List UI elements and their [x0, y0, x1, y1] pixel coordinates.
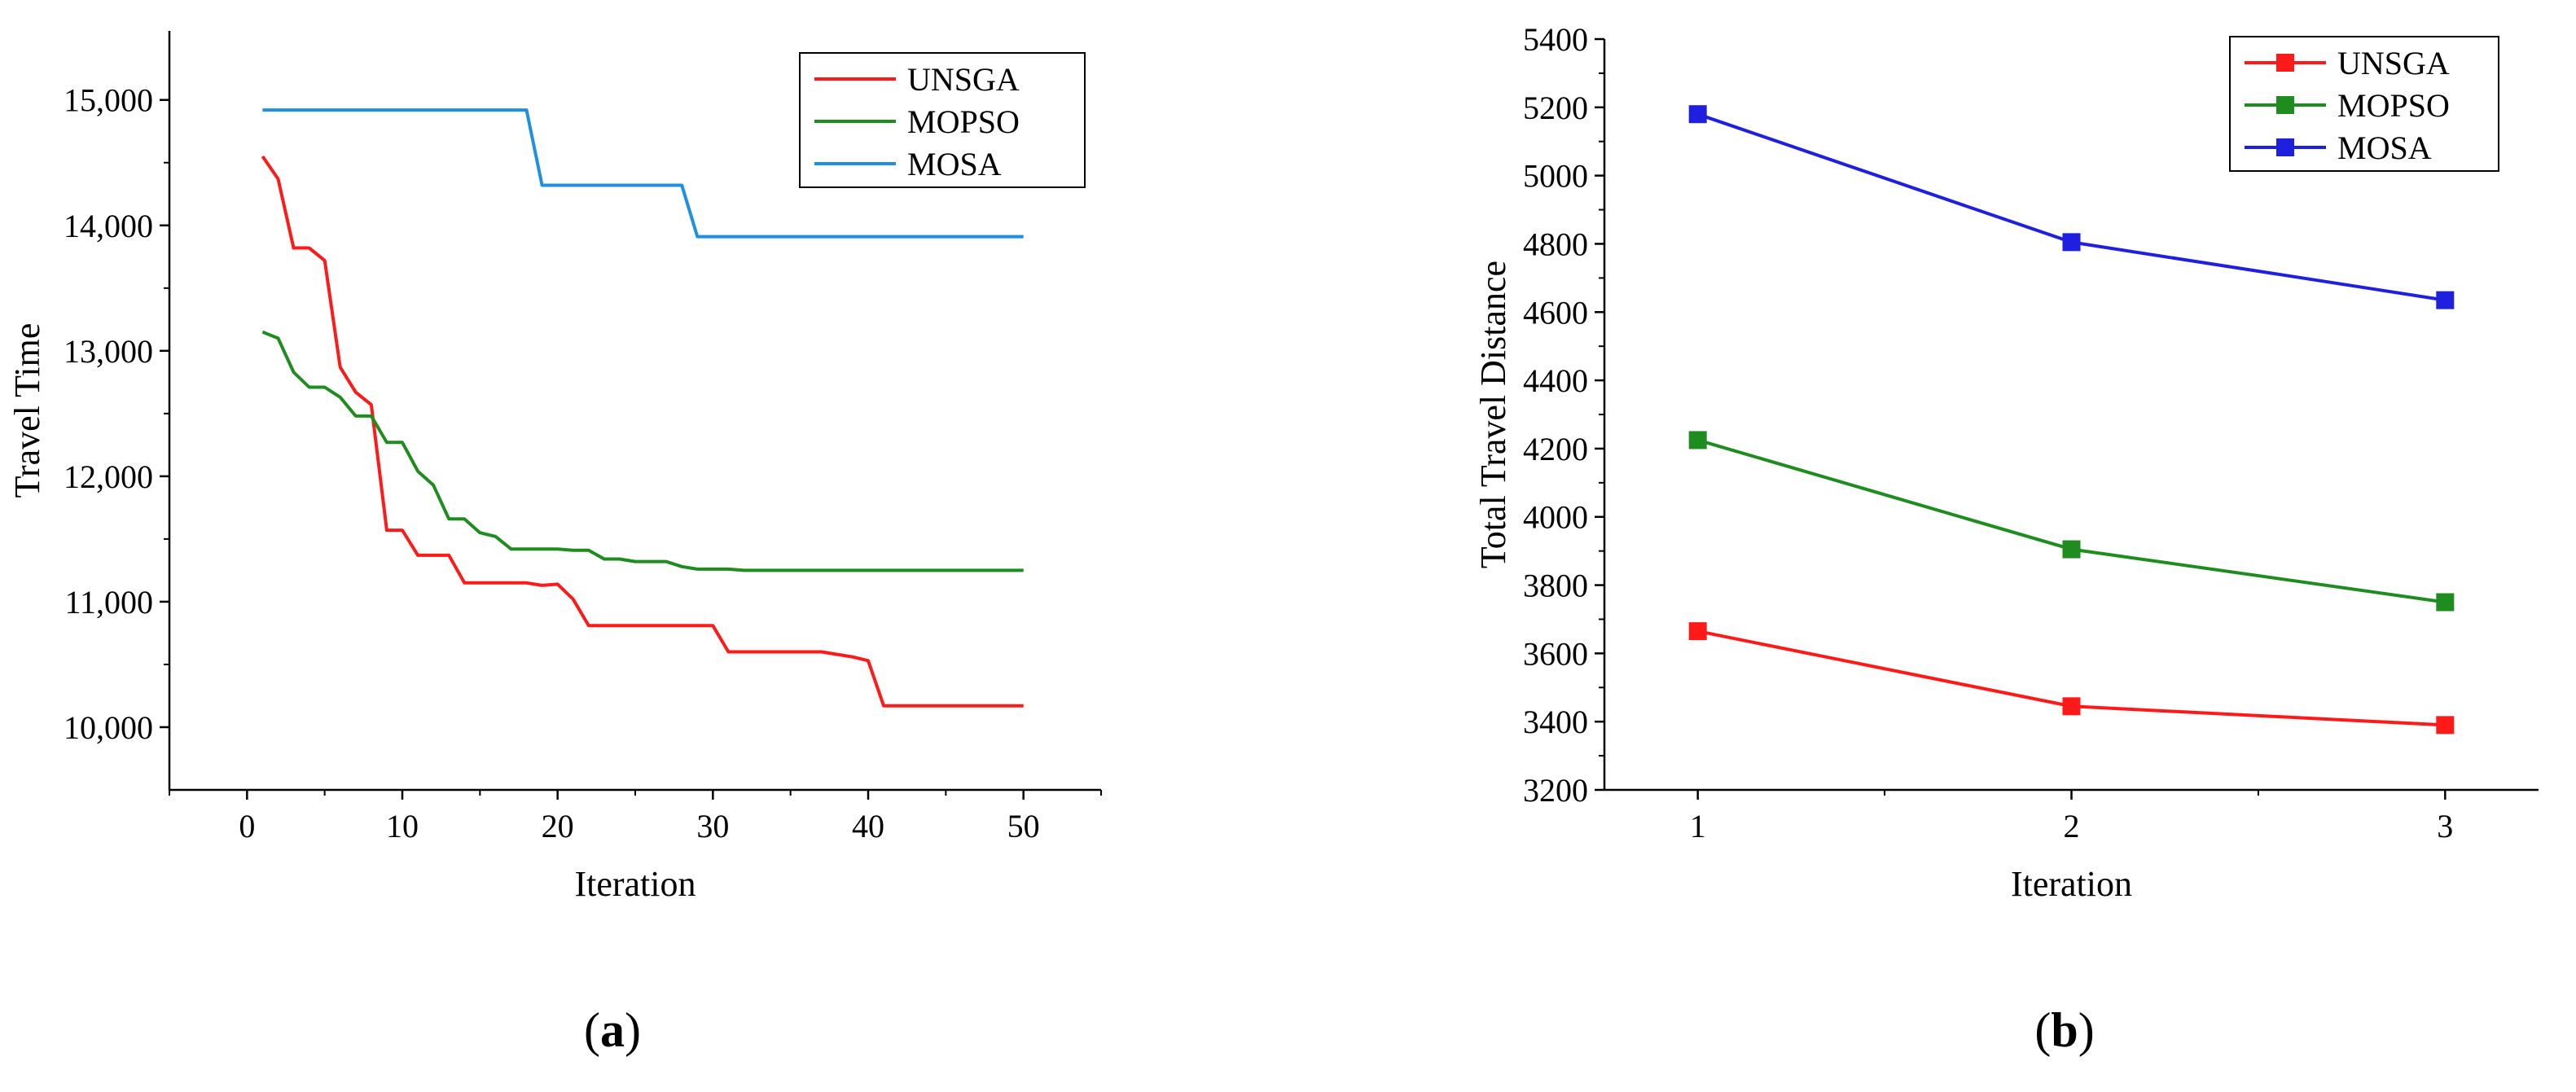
legend-marker-mosa: [2276, 138, 2294, 156]
series-line-unsga: [261, 155, 1024, 708]
panel-label: (b): [2034, 1003, 2094, 1057]
y-tick-label: 3800: [1523, 568, 1588, 604]
legend: UNSGA MOPSO MOSA: [799, 52, 1086, 188]
panel-label-paren: ): [2078, 1003, 2095, 1057]
x-tick-label: 0: [239, 808, 255, 844]
data-point-unsga: [2436, 716, 2455, 735]
legend-marker-mopso: [2276, 96, 2294, 114]
x-tick-label: 2: [2064, 808, 2080, 844]
chart-panel-a: 10,000 11,000 12,000 13,000 14,000 15,000 0 10 2…: [7, 31, 1102, 1057]
chart-panel-b: 3200 3400 3600 3800 4000 4200 4400 4600 4800 5000…: [1473, 21, 2539, 1057]
data-point-unsga: [1688, 622, 1707, 641]
legend-marker-unsga: [2276, 54, 2294, 72]
y-tick-label: 15,000: [64, 82, 153, 119]
x-tick-label: 40: [852, 808, 884, 844]
y-tick-label: 4400: [1523, 362, 1588, 399]
panel-label-letter: b: [2051, 1003, 2078, 1057]
panel-label: (a): [584, 1003, 641, 1057]
series-line-mopso: [261, 330, 1024, 572]
y-tick-label: 3400: [1523, 704, 1588, 740]
x-tick-label: 30: [696, 808, 729, 844]
data-point-mosa: [2062, 233, 2081, 252]
legend: UNSGA MOPSO MOSA: [2229, 36, 2499, 172]
legend-label-mopso: MOPSO: [907, 103, 1020, 140]
y-tick-label: 5200: [1523, 90, 1588, 126]
x-tick-label: 20: [542, 808, 574, 844]
y-tick-label: 5000: [1523, 158, 1588, 195]
x-tick-label: 10: [386, 808, 419, 844]
y-tick-label: 3200: [1523, 772, 1588, 809]
legend-label-mosa: MOSA: [2337, 129, 2432, 166]
x-axis-title: Iteration: [574, 864, 696, 904]
data-point-mopso: [1688, 431, 1707, 450]
y-tick-label: 3600: [1523, 635, 1588, 672]
data-point-mosa: [1688, 105, 1707, 124]
data-point-unsga: [2062, 697, 2081, 716]
y-tick-label: 5400: [1523, 21, 1588, 58]
panel-label-paren: (: [584, 1003, 600, 1057]
data-point-mopso: [2436, 593, 2455, 612]
y-tick-label: 4800: [1523, 226, 1588, 262]
panel-label-letter: a: [600, 1003, 625, 1057]
y-tick-label: 10,000: [64, 709, 153, 746]
panel-label-paren: (: [2034, 1003, 2051, 1057]
x-tick-label: 50: [1007, 808, 1040, 844]
x-tick-label: 3: [2437, 808, 2453, 844]
legend-label-unsga: UNSGA: [2337, 45, 2450, 81]
y-tick-label: 13,000: [64, 333, 153, 370]
x-tick-label: 1: [1690, 808, 1706, 844]
series-line-mosa: [262, 108, 1024, 239]
y-tick-label: 11,000: [64, 584, 153, 621]
y-axis-title: Total Travel Distance: [1473, 261, 1513, 568]
y-tick-label: 4200: [1523, 431, 1588, 467]
legend-label-unsga: UNSGA: [907, 61, 1020, 98]
y-tick-label: 4000: [1523, 499, 1588, 536]
legend-label-mosa: MOSA: [907, 146, 1002, 182]
y-axis-title: Travel Time: [7, 323, 47, 498]
data-point-mopso: [2062, 540, 2081, 559]
data-point-mosa: [2436, 291, 2455, 309]
legend-label-mopso: MOPSO: [2337, 87, 2450, 124]
series-line-mopso: [1697, 438, 2446, 604]
x-axis-title: Iteration: [2011, 864, 2132, 904]
y-tick-label: 4600: [1523, 294, 1588, 331]
y-tick-label: 14,000: [64, 208, 153, 244]
panel-label-paren: ): [625, 1003, 641, 1057]
y-tick-label: 12,000: [64, 458, 153, 495]
